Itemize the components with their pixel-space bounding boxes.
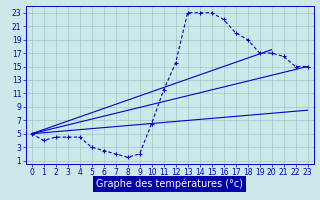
X-axis label: Graphe des températures (°c): Graphe des températures (°c) — [96, 179, 243, 189]
